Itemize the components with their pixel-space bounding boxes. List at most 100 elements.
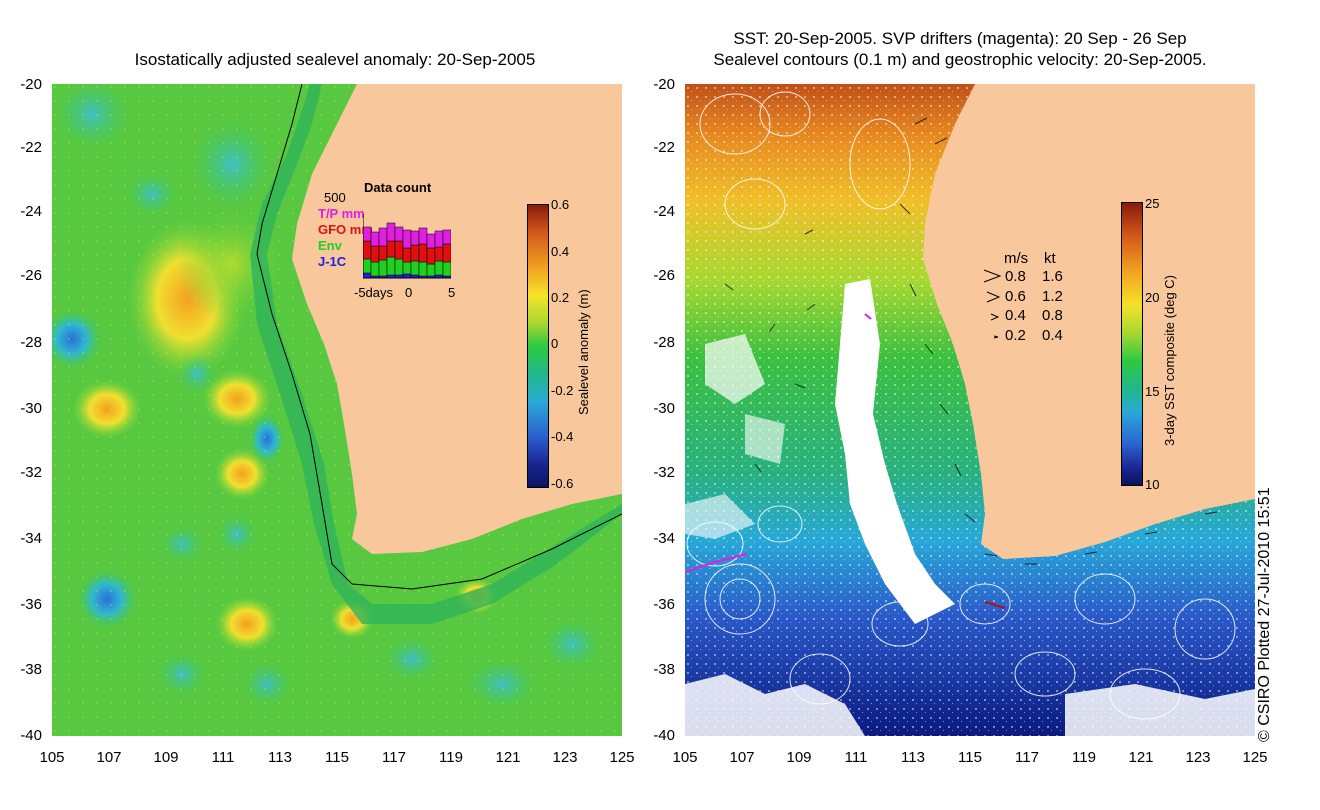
histogram-bar-segment [442,243,451,263]
histogram-bar-segment [363,272,372,279]
x-tick: 121 [495,749,521,766]
x-tick: 119 [439,749,463,766]
histogram-bar-segment [418,261,428,277]
x-tick: 113 [268,749,292,766]
y-tick: -34 [653,530,675,547]
histogram-bar-segment [410,260,420,276]
colorbar-tick: 15 [1145,384,1160,399]
histogram-bar-segment [394,226,404,242]
left-map-title: Isostatically adjusted sealevel anomaly:… [134,50,536,69]
csiro-credit: © CSIRO Plotted 27-Jul-2010 15:51 [1256,487,1273,742]
legend-arrows [983,269,1002,339]
sst-map [685,84,1255,736]
x-tick: 109 [786,749,812,766]
sealevel-colorbar [527,204,549,488]
legend-kt: 0.8 [1042,307,1063,324]
x-tick: 119 [1072,749,1096,766]
x-tick: 115 [958,749,982,766]
histogram-bar-segment [434,246,444,262]
legend-header-ms: m/s [1004,250,1029,267]
y-tick: -24 [20,203,42,220]
legend-ms: 0.8 [1005,268,1026,285]
y-tick: -34 [20,530,42,547]
legend-gfo: GFO mm [318,222,373,237]
x-tick: 111 [211,749,235,766]
histogram-bar-segment [363,240,372,260]
y-tick: -32 [20,464,42,481]
y-tick: -28 [20,334,42,351]
colorbar-tick: -0.2 [551,383,574,398]
right-map-title-line1: SST: 20-Sep-2005. SVP drifters (magenta)… [733,29,1187,48]
x-tick: 107 [96,749,122,766]
y-tick: -26 [20,267,42,284]
colorbar-tick: 0.6 [551,197,570,212]
histogram-bar-segment [418,243,428,263]
y-tick: -36 [653,596,675,613]
histogram-bar-segment [386,222,396,242]
x-tick: 111 [844,749,868,766]
colorbar-tick: -0.4 [551,429,574,444]
y-tick: -40 [653,727,675,744]
x-tick: 115 [325,749,349,766]
histogram-bar-segment [402,229,412,249]
legend-header-kt: kt [1044,250,1056,267]
x-tick: 121 [1128,749,1154,766]
histogram-bar-segment [386,256,396,276]
histogram-bar-segment [394,240,404,260]
colorbar-tick: 10 [1145,477,1160,492]
inset-title: Data count [364,180,432,195]
colorbar-tick: 0.2 [551,290,570,305]
x-tick: 107 [729,749,755,766]
histogram-bar-segment [426,247,436,265]
histogram-bar-segment [363,226,372,242]
colorbar-tick: 25 [1145,196,1160,211]
histogram-bar-segment [410,244,420,262]
legend-ms: 0.4 [1005,307,1026,324]
histogram-bar-segment [370,245,380,263]
x-tick: 113 [901,749,925,766]
x-tick: 109 [153,749,179,766]
inset-x-label: -5days [354,285,394,300]
histogram-bar-segment [442,261,451,277]
sealevel-colorbar-label: Sealevel anomaly (m) [576,289,591,415]
y-tick: -30 [653,400,675,417]
inset-y-tick: 500 [324,190,346,205]
histogram-bar-segment [378,227,388,247]
legend-env: Env [318,238,342,253]
x-tick: 125 [1242,749,1268,766]
sst-colorbar-label: 3-day SST composite (deg C) [1162,275,1177,446]
histogram-bar-segment [434,260,444,276]
histogram-bar-segment [402,273,412,279]
histogram-bar-segment [370,231,380,247]
histogram-bar-segment [386,240,396,258]
histogram-bar-segment [394,258,404,276]
legend-kt: 1.2 [1042,288,1063,305]
y-tick: -40 [20,727,42,744]
legend-ms: 0.2 [1005,327,1026,344]
x-tick: 105 [39,749,65,766]
colorbar-tick: 0 [551,336,559,351]
y-tick: -20 [20,76,42,93]
y-tick: -22 [20,139,42,156]
x-tick: 105 [672,749,698,766]
y-tick: -32 [653,464,675,481]
y-tick: -38 [653,661,675,678]
x-tick: 123 [1185,749,1211,766]
y-tick: -26 [653,267,675,284]
legend-ms: 0.6 [1005,288,1026,305]
histogram-bar-segment [402,261,412,275]
legend-kt: 1.6 [1042,268,1063,285]
y-tick: -24 [653,203,675,220]
histogram-bar-segment [426,233,436,249]
y-tick: -20 [653,76,675,93]
data-count-histogram [363,214,451,279]
sst-colorbar [1121,202,1143,486]
histogram-bar-segment [363,258,372,274]
legend-j1c: J-1C [318,254,347,269]
australia-landmass-sst [923,84,1255,559]
x-tick: 117 [382,749,406,766]
y-tick: -30 [20,400,42,417]
x-tick: 125 [609,749,635,766]
histogram-bar-segment [378,245,388,261]
histogram-bar-segment [434,230,444,248]
